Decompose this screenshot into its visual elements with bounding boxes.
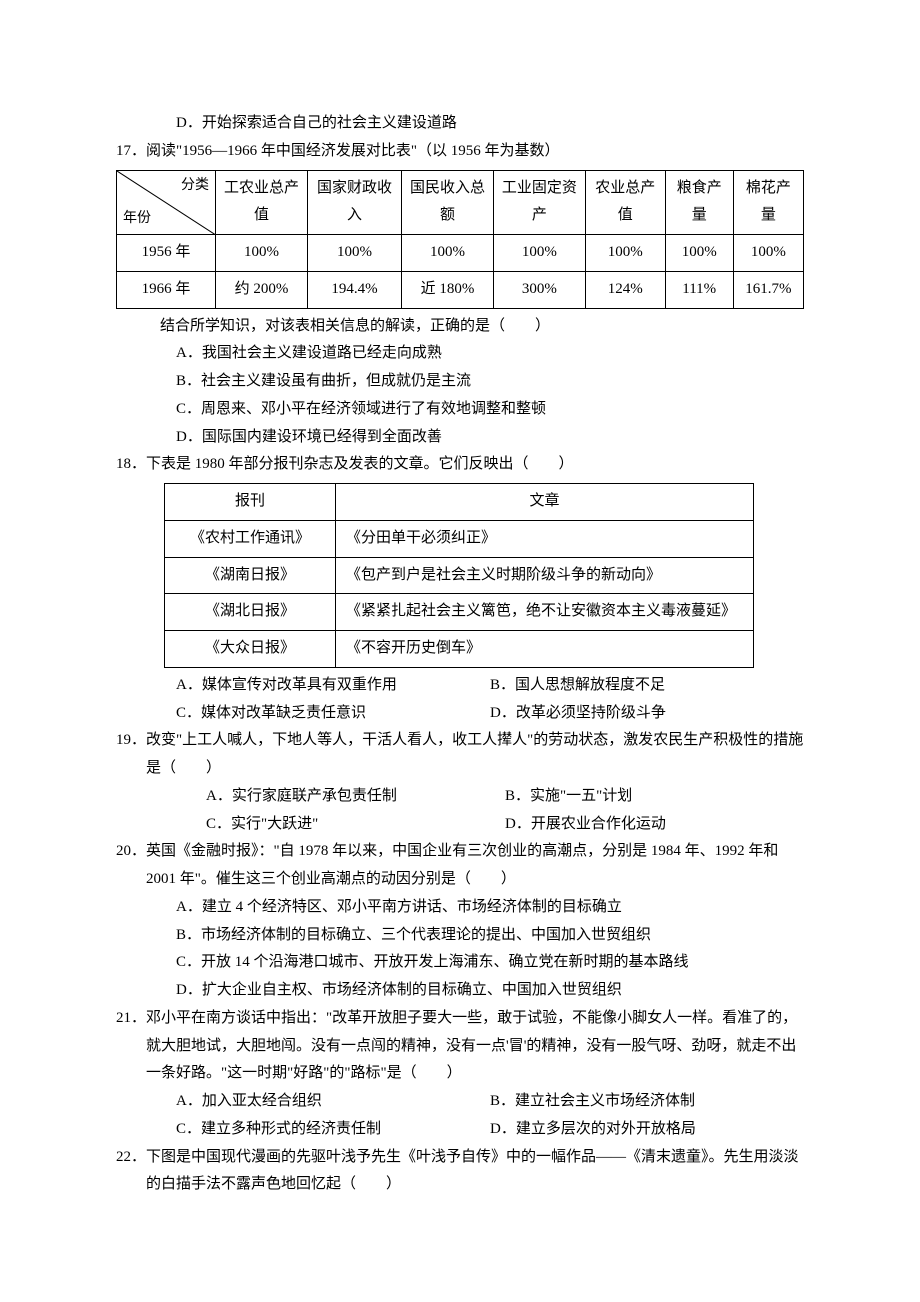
q21-row-ab: A．加入亚太经合组织 B．建立社会主义市场经济体制 xyxy=(116,1088,804,1116)
col-header: 国家财政收入 xyxy=(307,170,401,235)
cell: 111% xyxy=(665,271,733,308)
q21-stem: 邓小平在南方谈话中指出："改革开放胆子要大一些，敢于试验，不能像小脚女人一样。看… xyxy=(146,1005,804,1088)
q18-option-a: A．媒体宣传对改革具有双重作用 xyxy=(176,672,490,700)
cell: 《农村工作通讯》 xyxy=(165,520,336,557)
diag-bot-label: 年份 xyxy=(123,206,151,232)
q21-row-cd: C．建立多种形式的经济责任制 D．建立多层次的对外开放格局 xyxy=(116,1116,804,1144)
q17-tail: 结合所学知识，对该表相关信息的解读，正确的是（ ） xyxy=(116,313,804,341)
cell: 100% xyxy=(493,235,585,272)
q21-option-b: B．建立社会主义市场经济体制 xyxy=(490,1088,804,1116)
col-header: 国民收入总额 xyxy=(402,170,494,235)
cell: 300% xyxy=(493,271,585,308)
q17-option-b: B．社会主义建设虽有曲折，但成就仍是主流 xyxy=(116,368,804,396)
q21: 21． 邓小平在南方谈话中指出："改革开放胆子要大一些，敢于试验，不能像小脚女人… xyxy=(116,1005,804,1088)
cell: 《不容开历史倒车》 xyxy=(336,631,754,668)
q18-option-c: C．媒体对改革缺乏责任意识 xyxy=(176,700,490,728)
q20-option-a: A．建立 4 个经济特区、邓小平南方讲话、市场经济体制的目标确立 xyxy=(116,894,804,922)
col-header: 报刊 xyxy=(165,484,336,521)
col-header: 粮食产量 xyxy=(665,170,733,235)
cell: 124% xyxy=(585,271,665,308)
q19-option-c: C．实行"大跃进" xyxy=(206,811,505,839)
table-row: 《农村工作通讯》 《分田单干必须纠正》 xyxy=(165,520,754,557)
q18-row-cd: C．媒体对改革缺乏责任意识 D．改革必须坚持阶级斗争 xyxy=(116,700,804,728)
q21-option-d: D．建立多层次的对外开放格局 xyxy=(490,1116,804,1144)
col-header: 农业总产值 xyxy=(585,170,665,235)
q17: 17． 阅读"1956—1966 年中国经济发展对比表"（以 1956 年为基数… xyxy=(116,138,804,166)
q18-table: 报刊 文章 《农村工作通讯》 《分田单干必须纠正》 《湖南日报》 《包产到户是社… xyxy=(164,483,754,668)
q22-number: 22． xyxy=(116,1144,146,1200)
q19-option-a: A．实行家庭联产承包责任制 xyxy=(206,783,505,811)
table-row: 《湖北日报》 《紧紧扎起社会主义篱笆，绝不让安徽资本主义毒液蔓延》 xyxy=(165,594,754,631)
table-row: 《大众日报》 《不容开历史倒车》 xyxy=(165,631,754,668)
q17-table: 分类 年份 工农业总产值 国家财政收入 国民收入总额 工业固定资产 农业总产值 … xyxy=(116,170,804,309)
q19-option-b: B．实施"一五"计划 xyxy=(505,783,804,811)
col-header: 棉花产量 xyxy=(733,170,803,235)
q18-option-d: D．改革必须坚持阶级斗争 xyxy=(490,700,804,728)
q19: 19． 改变"上工人喊人，下地人等人，干活人看人，收工人撵人"的劳动状态，激发农… xyxy=(116,727,804,783)
table-row: 1956 年 100% 100% 100% 100% 100% 100% 100… xyxy=(117,235,804,272)
q20-number: 20． xyxy=(116,838,146,894)
q17-option-c: C．周恩来、邓小平在经济领域进行了有效地调整和整顿 xyxy=(116,396,804,424)
cell: 100% xyxy=(665,235,733,272)
cell: 近 180% xyxy=(402,271,494,308)
q16-option-d: D．开始探索适合自己的社会主义建设道路 xyxy=(116,110,804,138)
cell: 《大众日报》 xyxy=(165,631,336,668)
cell: 100% xyxy=(307,235,401,272)
q19-stem: 改变"上工人喊人，下地人等人，干活人看人，收工人撵人"的劳动状态，激发农民生产积… xyxy=(146,727,804,783)
cell: 100% xyxy=(585,235,665,272)
cell: 100% xyxy=(402,235,494,272)
q20-option-c: C．开放 14 个沿海港口城市、开放开发上海浦东、确立党在新时期的基本路线 xyxy=(116,949,804,977)
diag-top-label: 分类 xyxy=(181,173,209,199)
cell: 《分田单干必须纠正》 xyxy=(336,520,754,557)
table-header-row: 报刊 文章 xyxy=(165,484,754,521)
table-row: 《湖南日报》 《包产到户是社会主义时期阶级斗争的新动向》 xyxy=(165,557,754,594)
q17-stem: 阅读"1956—1966 年中国经济发展对比表"（以 1956 年为基数） xyxy=(146,138,804,166)
cell: 194.4% xyxy=(307,271,401,308)
q18-option-b: B．国人思想解放程度不足 xyxy=(490,672,804,700)
cell: 《包产到户是社会主义时期阶级斗争的新动向》 xyxy=(336,557,754,594)
cell: 100% xyxy=(733,235,803,272)
cell: 《湖北日报》 xyxy=(165,594,336,631)
q20-option-d: D．扩大企业自主权、市场经济体制的目标确立、中国加入世贸组织 xyxy=(116,977,804,1005)
q18-row-ab: A．媒体宣传对改革具有双重作用 B．国人思想解放程度不足 xyxy=(116,672,804,700)
cell: 约 200% xyxy=(216,271,308,308)
diag-header-cell: 分类 年份 xyxy=(117,170,216,235)
q17-number: 17． xyxy=(116,138,146,166)
q17-option-d: D．国际国内建设环境已经得到全面改善 xyxy=(116,424,804,452)
exam-page: D．开始探索适合自己的社会主义建设道路 17． 阅读"1956—1966 年中国… xyxy=(0,0,920,1259)
q19-row-ab: A．实行家庭联产承包责任制 B．实施"一五"计划 xyxy=(116,783,804,811)
q18-number: 18． xyxy=(116,451,146,479)
q22-stem: 下图是中国现代漫画的先驱叶浅予先生《叶浅予自传》中的一幅作品——《清末遗童》。先… xyxy=(146,1144,804,1200)
cell: 《紧紧扎起社会主义篱笆，绝不让安徽资本主义毒液蔓延》 xyxy=(336,594,754,631)
col-header: 工业固定资产 xyxy=(493,170,585,235)
q19-row-cd: C．实行"大跃进" D．开展农业合作化运动 xyxy=(116,811,804,839)
q19-number: 19． xyxy=(116,727,146,783)
q17-option-a: A．我国社会主义建设道路已经走向成熟 xyxy=(116,340,804,368)
cell: 100% xyxy=(216,235,308,272)
q20-stem: 英国《金融时报》："自 1978 年以来，中国企业有三次创业的高潮点，分别是 1… xyxy=(146,838,804,894)
q20-option-b: B．市场经济体制的目标确立、三个代表理论的提出、中国加入世贸组织 xyxy=(116,922,804,950)
col-header: 工农业总产值 xyxy=(216,170,308,235)
q21-option-a: A．加入亚太经合组织 xyxy=(176,1088,490,1116)
table-row: 1966 年 约 200% 194.4% 近 180% 300% 124% 11… xyxy=(117,271,804,308)
q18-stem: 下表是 1980 年部分报刊杂志及发表的文章。它们反映出（ ） xyxy=(146,451,804,479)
cell: 《湖南日报》 xyxy=(165,557,336,594)
table-header-row: 分类 年份 工农业总产值 国家财政收入 国民收入总额 工业固定资产 农业总产值 … xyxy=(117,170,804,235)
q22: 22． 下图是中国现代漫画的先驱叶浅予先生《叶浅予自传》中的一幅作品——《清末遗… xyxy=(116,1144,804,1200)
row-year: 1956 年 xyxy=(117,235,216,272)
col-header: 文章 xyxy=(336,484,754,521)
q21-option-c: C．建立多种形式的经济责任制 xyxy=(176,1116,490,1144)
q20: 20． 英国《金融时报》："自 1978 年以来，中国企业有三次创业的高潮点，分… xyxy=(116,838,804,894)
q21-number: 21． xyxy=(116,1005,146,1088)
q18: 18． 下表是 1980 年部分报刊杂志及发表的文章。它们反映出（ ） xyxy=(116,451,804,479)
cell: 161.7% xyxy=(733,271,803,308)
row-year: 1966 年 xyxy=(117,271,216,308)
q19-option-d: D．开展农业合作化运动 xyxy=(505,811,804,839)
